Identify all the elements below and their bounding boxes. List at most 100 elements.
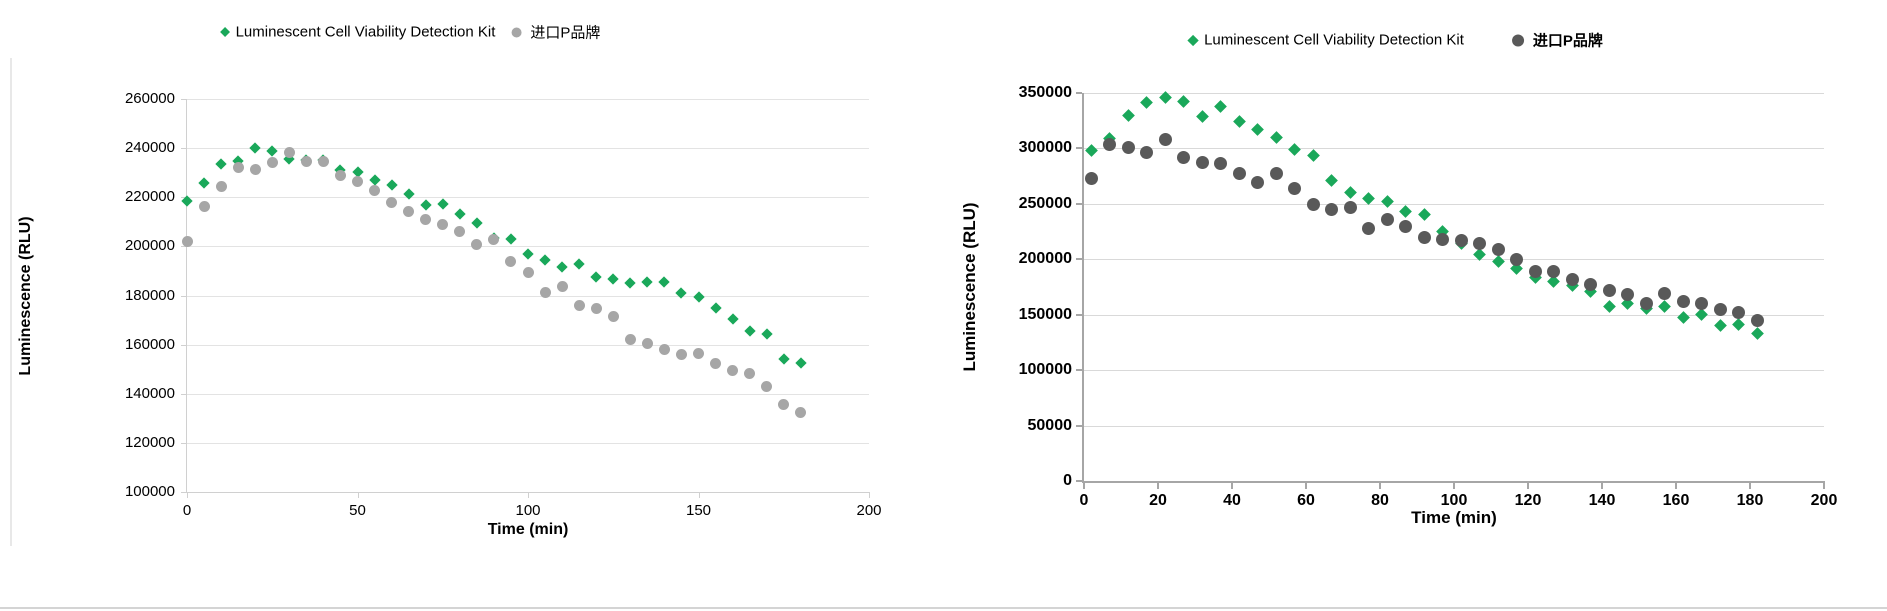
data-point (1676, 294, 1690, 308)
y-tick-label: 260000 (124, 90, 175, 107)
data-point (1140, 96, 1154, 110)
data-point (1085, 144, 1098, 158)
data-point (1288, 143, 1302, 156)
y-tick-label: 220000 (124, 188, 175, 206)
data-point (369, 184, 381, 196)
data-point (675, 287, 688, 299)
data-point (1158, 133, 1172, 147)
gridline (187, 197, 869, 199)
y-axis-tick (181, 148, 186, 150)
y-axis-tick (181, 393, 186, 395)
data-point (573, 300, 585, 312)
data-point (778, 353, 790, 365)
x-axis-tick (1231, 481, 1233, 489)
legend-diamond-icon (220, 27, 231, 37)
data-point (1732, 305, 1746, 319)
data-point (1140, 145, 1154, 159)
y-tick-label: 50000 (1027, 416, 1073, 434)
data-point (744, 367, 756, 379)
data-point (1306, 198, 1320, 212)
legend-circle-icon (511, 27, 522, 37)
data-point (556, 280, 568, 292)
y-tick-label: 100000 (124, 483, 175, 500)
data-point (539, 286, 551, 298)
data-point (1362, 221, 1376, 235)
data-point (1528, 264, 1542, 278)
gridline (1084, 148, 1824, 150)
x-axis-tick (357, 492, 359, 498)
data-point (1251, 175, 1265, 189)
data-point (1547, 264, 1561, 278)
legend-item: 进口P品牌 (1511, 30, 1603, 51)
data-point (1270, 130, 1283, 144)
data-point (1695, 308, 1709, 322)
y-tick-label: 120000 (124, 433, 175, 451)
x-axis-tick (869, 492, 870, 498)
data-point (710, 357, 722, 369)
data-point (1473, 236, 1487, 250)
data-point (1103, 138, 1117, 152)
data-point (403, 206, 415, 218)
data-point (693, 347, 704, 359)
x-tick-label: 20 (1149, 492, 1167, 509)
data-point (624, 277, 636, 289)
data-point (795, 406, 807, 418)
x-tick-label: 100 (1440, 492, 1468, 509)
x-axis-tick (1675, 481, 1677, 489)
data-point (317, 156, 329, 168)
gridline (187, 246, 869, 248)
data-point (1084, 171, 1098, 185)
data-point (1584, 278, 1598, 292)
x-tick-label: 160 (1662, 492, 1690, 509)
x-axis-tick (1305, 481, 1307, 489)
data-point (1196, 109, 1209, 123)
x-axis-title: Time (min) (1411, 508, 1497, 527)
x-axis-title: Time (min) (487, 521, 569, 538)
data-point (624, 334, 636, 346)
data-point (641, 338, 653, 350)
legend-label: Luminescent Cell Viability Detection Kit (1204, 31, 1464, 49)
data-point (1639, 296, 1653, 310)
x-tick-label: 0 (1079, 492, 1089, 509)
data-point (726, 313, 739, 325)
legend-item: 进口P品牌 (511, 22, 600, 43)
y-axis-tick (1076, 202, 1082, 205)
data-point (1380, 212, 1394, 226)
x-axis-tick (698, 492, 700, 498)
x-tick-label: 50 (349, 502, 366, 519)
data-point (386, 196, 398, 208)
data-point (1751, 326, 1764, 340)
data-point (437, 218, 449, 230)
data-point (1713, 303, 1727, 317)
y-tick-label: 200000 (124, 237, 175, 255)
y-tick-label: 150000 (1018, 305, 1072, 323)
gridline (187, 442, 869, 444)
data-point (1399, 219, 1413, 233)
data-point (266, 157, 278, 169)
y-axis-line (186, 99, 187, 493)
data-point (454, 208, 466, 220)
y-axis-title: Luminescence (RLU) (17, 216, 34, 376)
data-point (198, 200, 210, 212)
x-axis-tick (1823, 481, 1825, 489)
gridline (187, 295, 869, 297)
data-point (505, 233, 517, 245)
data-point (1325, 173, 1339, 187)
data-point (1233, 114, 1246, 128)
data-point (420, 213, 432, 225)
data-point (1251, 123, 1265, 136)
data-point (1418, 208, 1431, 222)
x-tick-label: 200 (856, 502, 882, 519)
data-point (743, 324, 756, 337)
y-axis-tick (1076, 424, 1082, 427)
y-axis-tick (1076, 313, 1082, 316)
gridline (1084, 425, 1824, 427)
data-point (641, 276, 654, 288)
data-point (488, 234, 500, 246)
data-point (709, 302, 722, 314)
y-tick-label: 160000 (124, 335, 175, 353)
y-axis-tick (1076, 147, 1082, 150)
plot-area-left: 100000 120000 140000 160000 180000 200000 2200… (125, 90, 882, 519)
data-point (181, 235, 193, 247)
page-bottom-border (0, 607, 1887, 609)
